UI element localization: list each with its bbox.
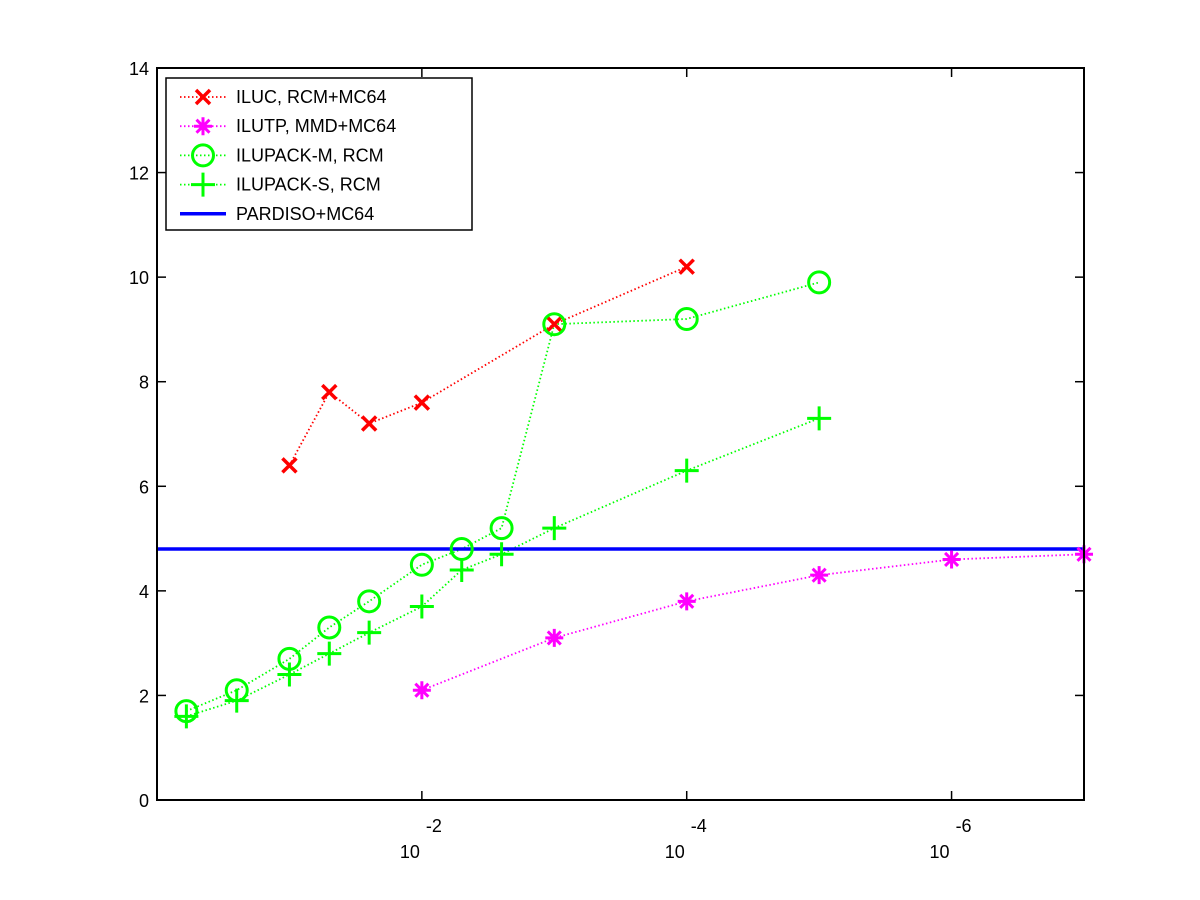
legend-label: PARDISO+MC64 bbox=[236, 204, 374, 224]
data-point-s2-10 bbox=[807, 270, 832, 295]
y-tick-label: 2 bbox=[139, 686, 149, 706]
y-tick-label: 8 bbox=[139, 373, 149, 393]
y-tick-label: 10 bbox=[129, 268, 149, 288]
axes-box bbox=[156, 67, 1085, 801]
legend-label: ILUPACK-M, RCM bbox=[236, 145, 384, 165]
series-line-2 bbox=[186, 281, 820, 712]
y-tick-label: 14 bbox=[129, 59, 149, 79]
data-point-s3-6 bbox=[449, 557, 474, 582]
x-tick-label-exponent: -2 bbox=[426, 816, 442, 836]
series-line-0 bbox=[288, 265, 688, 466]
legend-marker-0 bbox=[194, 88, 212, 106]
data-point-s1-3 bbox=[810, 566, 829, 585]
y-tick-label: 6 bbox=[139, 477, 149, 497]
y-tick-label: 4 bbox=[139, 582, 149, 602]
data-point-s0-5 bbox=[678, 258, 695, 275]
x-tick-label-exponent: -4 bbox=[691, 816, 707, 836]
data-point-s0-3 bbox=[413, 394, 431, 411]
data-point-s3-0 bbox=[174, 704, 199, 729]
data-point-s0-1 bbox=[321, 383, 338, 401]
data-point-s3-3 bbox=[317, 641, 342, 666]
data-point-s2-4 bbox=[357, 589, 382, 614]
data-point-s3-8 bbox=[542, 516, 567, 541]
y-tick-label: 12 bbox=[129, 164, 149, 184]
x-tick-label-exponent: -6 bbox=[956, 816, 972, 836]
legend-label: ILUTP, MMD+MC64 bbox=[236, 116, 396, 136]
x-tick-label-base: 10 bbox=[930, 842, 950, 862]
y-tick-label: 0 bbox=[139, 791, 149, 811]
axis-ticks: 0 2 4 6 8 10 12 14 10 -2 10 -4 10 -6 bbox=[129, 59, 1084, 862]
legend-label: ILUPACK-S, RCM bbox=[236, 175, 381, 195]
data-point-s1-2 bbox=[677, 592, 696, 611]
data-point-s3-2 bbox=[277, 662, 302, 687]
data-point-s2-7 bbox=[489, 516, 514, 541]
data-point-s2-9 bbox=[674, 306, 699, 331]
legend-marker-1 bbox=[194, 117, 212, 136]
legend-marker-2 bbox=[191, 143, 215, 168]
x-tick-label-base: 10 bbox=[400, 842, 420, 862]
data-point-s3-5 bbox=[409, 594, 434, 619]
data-point-s2-5 bbox=[409, 552, 434, 577]
data-point-s3-7 bbox=[489, 542, 514, 567]
data-point-s2-8 bbox=[542, 312, 567, 337]
legend: ILUC, RCM+MC64 ILUTP, MMD+MC64 ILUPACK-M, … bbox=[165, 77, 473, 231]
x-tick-label-base: 10 bbox=[665, 842, 685, 862]
data-point-s3-4 bbox=[357, 620, 382, 645]
legend-label: ILUC, RCM+MC64 bbox=[236, 87, 387, 107]
legend-box bbox=[165, 77, 473, 231]
data-point-s0-4 bbox=[546, 315, 563, 333]
data-point-s1-4 bbox=[942, 550, 961, 569]
data-point-s0-0 bbox=[281, 457, 298, 474]
legend-marker-3 bbox=[191, 172, 215, 197]
data-point-s1-1 bbox=[545, 628, 564, 647]
data-point-s1-0 bbox=[412, 681, 431, 700]
data-point-s3-9 bbox=[674, 458, 699, 483]
data-point-s3-1 bbox=[224, 688, 249, 713]
data-point-s3-10 bbox=[807, 406, 832, 431]
data-point-s2-3 bbox=[317, 615, 342, 640]
axes-frame bbox=[156, 67, 1085, 801]
data-point-s0-2 bbox=[360, 415, 378, 432]
